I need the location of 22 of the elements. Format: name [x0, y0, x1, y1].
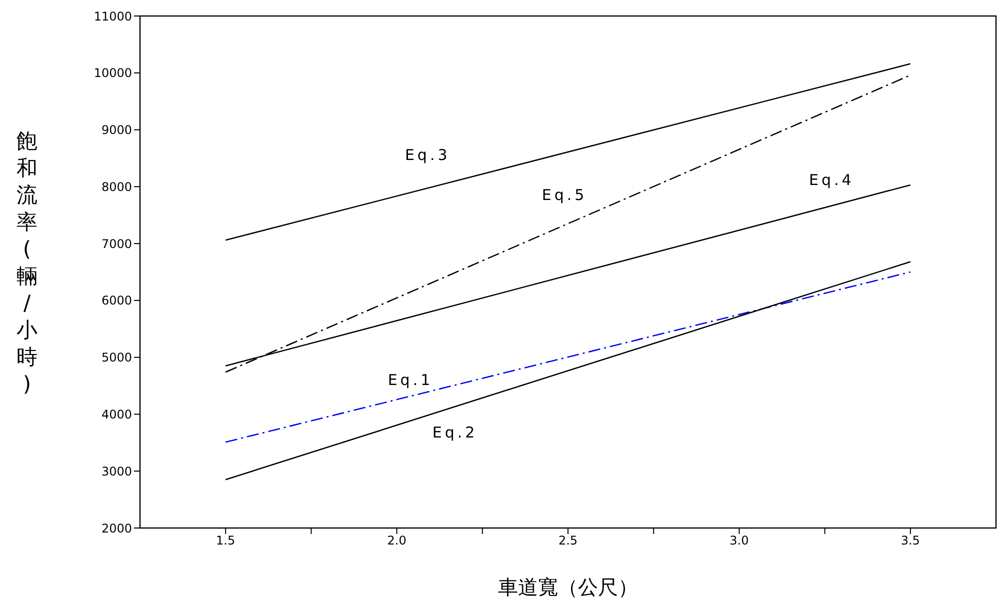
x-tick-label: 1.5 — [216, 534, 236, 548]
series-label: Eq.2 — [432, 424, 478, 442]
y-tick-label: 8000 — [101, 180, 132, 194]
y-tick-label: 10000 — [94, 66, 132, 80]
y-tick-label: 4000 — [101, 407, 132, 422]
y-tick-label: 9000 — [101, 123, 132, 138]
y-tick-label: 5000 — [101, 350, 132, 365]
text: 飽和流率(輛/小時) — [16, 129, 38, 396]
y-tick-label: 11000 — [94, 9, 132, 24]
x-axis-title: 車道寬（公尺） — [498, 575, 638, 599]
series-label: Eq.1 — [388, 371, 434, 390]
series-label: Eq.5 — [542, 186, 588, 204]
y-tick-label: 6000 — [101, 294, 132, 308]
text: 3.0 — [730, 534, 749, 548]
x-tick-label: 2.5 — [558, 534, 578, 548]
y-tick-label: 3000 — [101, 464, 132, 478]
text: 2.0 — [387, 534, 406, 548]
x-tick-label: 3.5 — [900, 534, 920, 548]
series-label: Eq.4 — [808, 170, 854, 189]
y-tick-label: 2000 — [101, 521, 132, 536]
series-label: Eq.3 — [404, 146, 450, 164]
y-tick-label: 7000 — [101, 236, 132, 251]
